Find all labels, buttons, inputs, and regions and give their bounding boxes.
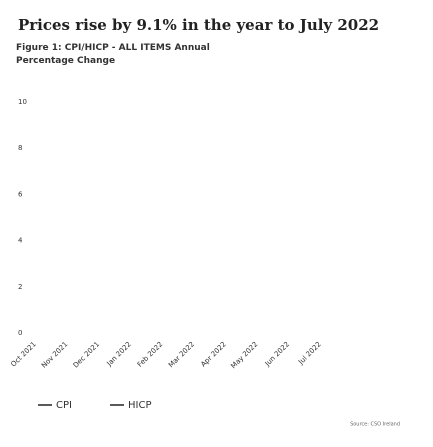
x-tick-label: Jul 2022 [296,340,323,367]
x-tick-label: Apr 2022 [199,340,227,368]
chart-subtitle: Figure 1: CPI/HICP - ALL ITEMS Annual Pe… [16,43,210,66]
chart-title: Prices rise by 9.1% in the year to July … [18,16,379,34]
y-tick-label: 2 [18,283,22,291]
x-tick-label: Oct 2021 [9,340,37,368]
x-tick-label: Jan 2022 [105,340,133,368]
x-tick-label: Jun 2022 [263,340,291,368]
x-tick-label: Feb 2022 [136,340,165,369]
y-tick-label: 4 [18,237,23,245]
x-tick-label: Mar 2022 [167,340,196,369]
x-tick-label: May 2022 [229,340,259,370]
subtitle-box: Figure 1: CPI/HICP - ALL ITEMS Annual Pe… [16,43,210,66]
y-tick-label: 0 [18,329,22,337]
legend-label: CPI [56,400,72,411]
y-tick-label: 6 [18,190,23,198]
x-tick-label: Nov 2021 [40,340,69,369]
source: Source: CSO Ireland [350,422,400,428]
y-tick-label: 8 [18,144,22,152]
x-tick-label: Dec 2021 [72,340,101,369]
legend-label: HICP [128,400,151,411]
y-tick-label: 10 [18,98,27,106]
